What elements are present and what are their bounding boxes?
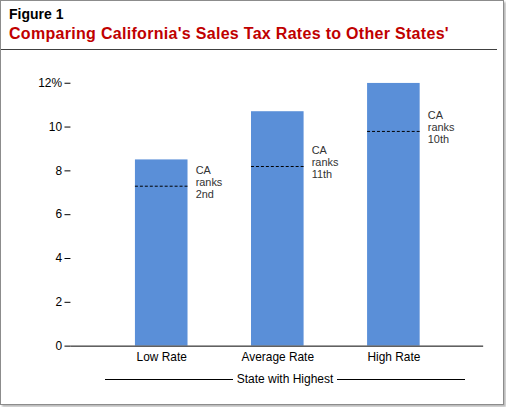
svg-text:0: 0 <box>55 339 62 353</box>
svg-text:CAranks11th: CAranks11th <box>312 144 339 180</box>
svg-text:CAranks2nd: CAranks2nd <box>196 164 223 200</box>
svg-text:6: 6 <box>55 207 62 221</box>
html-text:State with Highest: State with Highest <box>236 372 334 386</box>
svg-text:Low Rate: Low Rate <box>137 350 188 364</box>
svg-text:4: 4 <box>55 251 62 265</box>
svg-text:Average Rate: Average Rate <box>242 350 315 364</box>
svg-text:CAranks10th: CAranks10th <box>428 109 455 145</box>
svg-text:2: 2 <box>55 295 62 309</box>
svg-text:10: 10 <box>49 120 63 134</box>
svg-text:High Rate: High Rate <box>367 350 420 364</box>
html-text:Figure 1: Figure 1 <box>9 6 64 22</box>
svg-text:8: 8 <box>55 164 62 178</box>
svg-text:12%: 12% <box>38 76 62 90</box>
html-text:Comparing California's Sales T: Comparing California's Sales Tax Rates t… <box>9 25 449 42</box>
